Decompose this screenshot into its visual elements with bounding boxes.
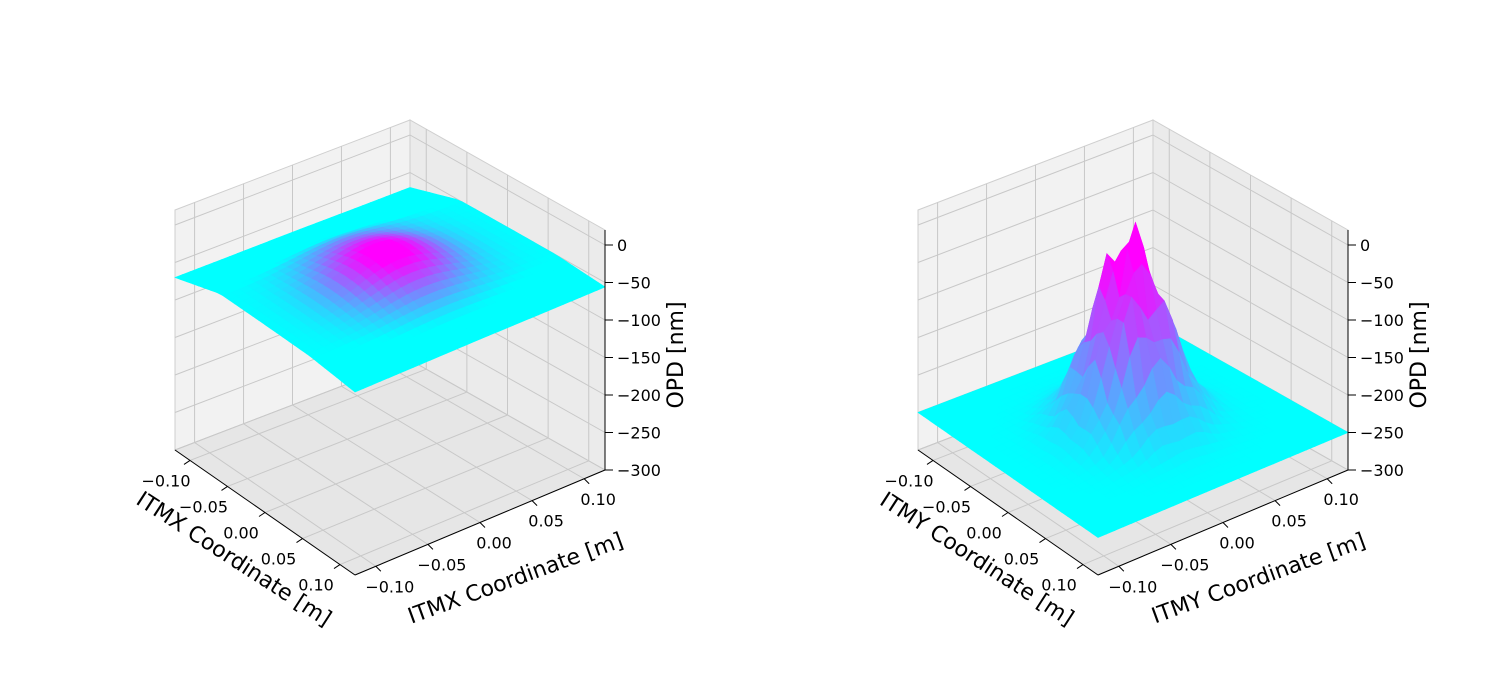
y-tick-label: −0.05 [1160, 555, 1209, 574]
gridline-z [917, 134, 1349, 246]
x-tick-label: 0.05 [261, 550, 297, 569]
x-tick-label: −0.05 [179, 497, 228, 516]
x-tick-label: 0.05 [1004, 550, 1040, 569]
x-tick-mark [1039, 538, 1046, 543]
x-tick-label: 0.10 [1041, 576, 1077, 595]
x-tick-mark [964, 486, 971, 491]
y-tick-mark [1222, 522, 1229, 528]
surface [174, 187, 606, 393]
y-tick-mark [375, 565, 382, 572]
z-tick-label: −100 [1360, 311, 1404, 330]
right-3d-plot-itmy: −0.10−0.050.000.050.10 −0.10−0.050.000.05… [875, 119, 1432, 631]
y-tick-mark [427, 544, 434, 550]
z-tick-label: −200 [617, 386, 661, 405]
z-tick-label: 0 [1360, 236, 1370, 255]
surface [917, 221, 1349, 538]
y-tick-label: −0.10 [1108, 577, 1157, 596]
y-tick-label: 0.10 [1323, 490, 1359, 509]
y-tick-mark [1170, 544, 1177, 550]
gridline-z [174, 134, 606, 246]
z-tick-label: −250 [617, 424, 661, 443]
y-tick-mark [583, 478, 590, 485]
x-tick-mark [258, 512, 266, 517]
gridline-z [917, 246, 1349, 358]
y-tick-label: −0.10 [365, 577, 414, 596]
x-tick-label: −0.10 [141, 471, 190, 490]
x-tick-mark [1076, 564, 1084, 569]
z-tick-label: −200 [1360, 386, 1404, 405]
z-tick-label: −50 [1360, 274, 1394, 293]
x-tick-mark [183, 460, 191, 465]
y-tick-label: 0.00 [1219, 534, 1255, 553]
y-tick-mark [1326, 478, 1333, 485]
z-axis-label: OPD [nm] [664, 301, 689, 408]
y-tick-mark [1274, 500, 1281, 506]
y-tick-label: −0.05 [417, 555, 466, 574]
z-tick-label: −50 [617, 274, 651, 293]
y-axis-label: ITMY Coordinate [m] [1149, 529, 1369, 630]
y-tick-mark [1118, 565, 1125, 572]
x-tick-label: −0.05 [922, 497, 971, 516]
x-tick-mark [333, 564, 341, 569]
z-tick-label: −150 [617, 349, 661, 368]
y-tick-mark [531, 500, 538, 506]
x-tick-mark [221, 486, 228, 491]
z-tick-label: −100 [617, 311, 661, 330]
gridline-z [917, 171, 1349, 283]
z-tick-label: 0 [617, 236, 627, 255]
y-tick-label: 0.10 [580, 490, 616, 509]
x-tick-mark [926, 460, 934, 465]
y-tick-label: 0.05 [1271, 512, 1307, 531]
z-axis-label: OPD [nm] [1407, 301, 1432, 408]
surface-patch [348, 383, 364, 393]
z-tick-label: −150 [1360, 349, 1404, 368]
y-tick-mark [479, 522, 486, 528]
surface-patch [1091, 529, 1107, 538]
left-3d-plot-itmx: −0.10−0.050.000.050.10 −0.10−0.050.000.05… [131, 119, 689, 632]
x-tick-label: −0.10 [884, 471, 933, 490]
x-tick-label: 0.10 [298, 576, 334, 595]
z-tick-label: −250 [1360, 424, 1404, 443]
x-tick-label: 0.00 [966, 524, 1002, 543]
y-tick-label: 0.05 [528, 512, 564, 531]
y-tick-label: 0.00 [476, 534, 512, 553]
x-tick-label: 0.00 [223, 524, 259, 543]
z-tick-label: −300 [617, 461, 661, 480]
x-tick-mark [1001, 512, 1009, 517]
x-tick-mark [296, 538, 303, 543]
gridline-z [917, 209, 1349, 321]
z-tick-label: −300 [1360, 461, 1404, 480]
y-axis-label: ITMX Coordinate [m] [405, 528, 627, 629]
